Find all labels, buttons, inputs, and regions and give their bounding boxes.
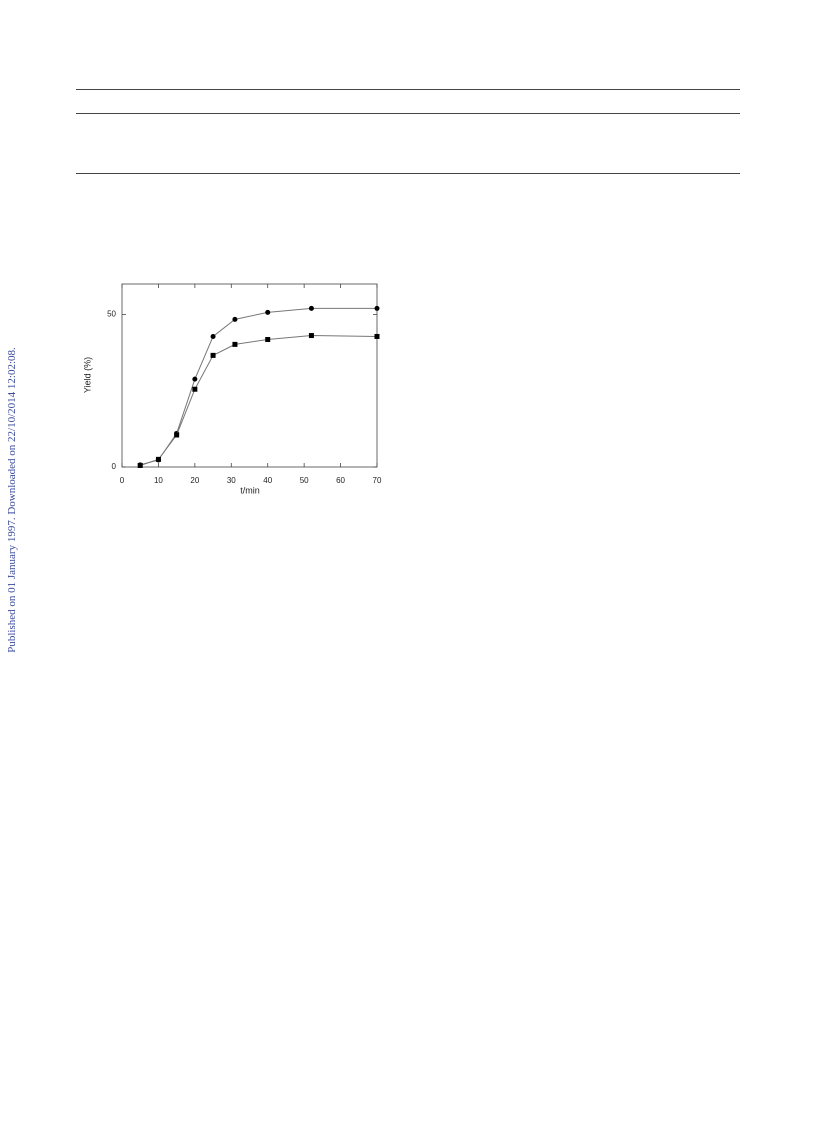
marker [374,333,380,339]
marker [137,462,143,468]
marker [174,432,180,438]
x-tick-label: 70 [373,476,382,485]
x-tick-label: 40 [263,476,272,485]
plot-frame [121,283,378,468]
x-tick-label: 30 [227,476,236,485]
x-tick-label: 10 [154,476,163,485]
marker [308,305,314,311]
marker [265,309,271,315]
y-axis-label: Yield (%) [82,357,92,393]
marker [210,352,216,358]
marker [210,333,216,339]
marker [308,333,314,339]
marker [192,386,198,392]
x-tick-label: 60 [336,476,345,485]
marker [265,337,271,343]
y-tick-label: 0 [112,462,117,471]
x-tick-label: 20 [190,476,199,485]
marker [232,316,238,322]
y-tick-label: 50 [107,310,116,319]
marker [155,456,161,462]
rule [76,89,740,90]
x-tick-label: 0 [120,476,125,485]
x-tick-label: 50 [300,476,309,485]
rule [76,173,740,174]
marker [374,305,380,311]
series-line [140,335,378,466]
series-line [140,307,377,466]
chart: Yield (%) t/min 0 10 20 30 40 50 60 70 0 50 [82,283,382,495]
x-axis-label: t/min [240,485,260,495]
rule [76,113,740,114]
marker [192,376,198,382]
marker [232,341,238,347]
